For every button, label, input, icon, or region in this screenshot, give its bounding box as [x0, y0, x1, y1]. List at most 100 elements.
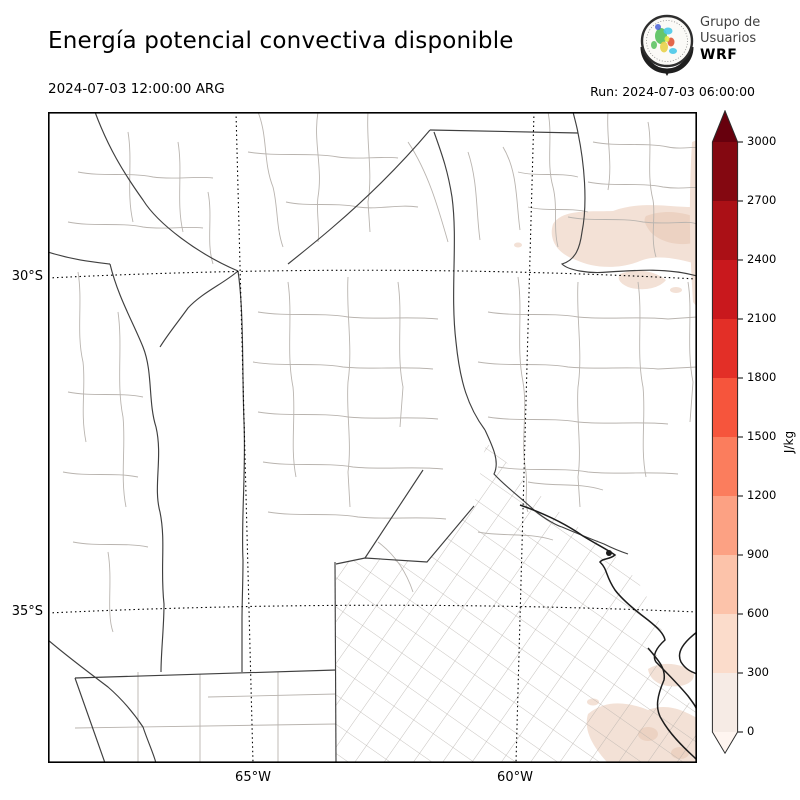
lat-label-30s: 30°S [11, 269, 43, 284]
department-boundary [257, 411, 439, 420]
department-boundary [177, 141, 184, 233]
colorbar-tick-label: 1200 [747, 488, 777, 502]
province-boundary [364, 469, 424, 559]
wrf-logo-text: Grupo de Usuarios WRF [700, 15, 760, 63]
department-boundary [502, 146, 521, 231]
figure-title: Energía potencial convectiva disponible [48, 28, 514, 54]
department-boundary [247, 151, 399, 159]
logo-inner-ring [646, 20, 688, 62]
lat-label-35s: 35°S [11, 604, 43, 619]
department-boundaries [62, 112, 697, 763]
province-boundary [560, 112, 697, 277]
department-boundary [397, 281, 404, 428]
map-canvas [48, 112, 697, 763]
department-boundary [367, 112, 371, 233]
department-boundary [207, 693, 337, 698]
department-boundary [285, 201, 419, 209]
department-boundary [74, 723, 337, 729]
colorbar-segment [712, 437, 738, 496]
colorbar: 3000 2700 2400 2100 1800 1500 1200 900 600 300 0 J… [711, 110, 800, 780]
department-boundary [637, 281, 647, 478]
department-boundary [377, 541, 414, 593]
department-boundary [477, 531, 554, 541]
colorbar-tick-label: 2400 [747, 252, 777, 266]
department-boundary [477, 361, 697, 370]
logo-weather-blobs [651, 24, 677, 54]
department-boundary [517, 171, 579, 178]
colorbar-segment [712, 496, 738, 555]
gridline-30s [48, 269, 697, 280]
department-boundary [567, 216, 697, 225]
department-boundary [347, 276, 351, 508]
department-boundary [487, 416, 669, 425]
colorbar-segment [712, 614, 738, 673]
department-boundary [527, 481, 604, 491]
coastline [519, 504, 697, 761]
department-boundary [117, 311, 127, 508]
logo-line-3: WRF [700, 47, 738, 63]
logo-line-1: Grupo de [700, 15, 761, 30]
colorbar-tick-label: 1500 [747, 429, 777, 443]
colorbar-tick-label: 2700 [747, 193, 777, 207]
wrf-logo-emblem [640, 14, 694, 76]
colorbar-segment [712, 378, 738, 437]
province-boundary [74, 677, 106, 763]
lon-label-65w: 65°W [235, 770, 271, 785]
department-boundary [527, 206, 589, 213]
province-boundary [48, 251, 111, 265]
province-boundary [237, 270, 246, 672]
colorbar-tick-label: 3000 [747, 134, 777, 148]
logo-wreath-tail [663, 69, 671, 76]
gridline-35s [48, 604, 697, 614]
department-boundary [487, 311, 697, 320]
department-boundary [72, 541, 149, 548]
cape-shaded-area [563, 249, 573, 255]
province-boundary [159, 270, 239, 348]
department-boundary [262, 461, 444, 470]
province-boundary [429, 129, 579, 134]
colorbar-tick-label: 2100 [747, 311, 777, 325]
department-boundary [257, 311, 439, 320]
province-boundary [109, 263, 165, 673]
colorbar-tick-label: 600 [747, 606, 769, 620]
lon-label-60w: 60°W [497, 770, 533, 785]
colorbar-tick-label: 1800 [747, 370, 777, 384]
colorbar-extend-over [712, 110, 738, 142]
colorbar-segment [712, 201, 738, 260]
gridline-65w [235, 112, 254, 763]
department-boundary [316, 112, 320, 243]
buenos-aires-city-mark [606, 550, 612, 556]
department-boundary [77, 271, 87, 443]
department-boundary [67, 391, 144, 398]
colorbar-tick-label: 300 [747, 665, 769, 679]
department-boundary [687, 281, 694, 423]
cape-shaded-area [670, 287, 682, 293]
department-boundary [127, 131, 134, 223]
department-boundary [252, 361, 434, 370]
colorbar-tick-label: 0 [747, 724, 755, 738]
province-boundary [335, 505, 475, 565]
graticule [48, 112, 697, 763]
department-boundary [647, 121, 657, 258]
department-boundary [62, 471, 139, 478]
map-panel [48, 112, 697, 763]
province-boundary [433, 131, 486, 431]
province-boundary [287, 129, 431, 265]
province-boundary [48, 639, 157, 763]
cape-shaded-area [514, 242, 522, 248]
valid-time-label: 2024-07-03 12:00:00 ARG [48, 81, 225, 97]
logo-line-2: Usuarios [700, 31, 757, 46]
cape-shaded-area [618, 270, 666, 290]
department-boundary [267, 511, 447, 520]
department-boundary [67, 221, 204, 229]
department-boundary [607, 112, 611, 191]
province-boundaries [48, 112, 697, 763]
colorbar-segment [712, 673, 738, 732]
province-boundary [334, 561, 337, 763]
buenos-aires-department-quilt [336, 442, 697, 763]
colorbar-extend-under [712, 732, 738, 754]
wrf-users-group-logo: Grupo de Usuarios WRF [637, 9, 797, 79]
colorbar-segment [712, 142, 738, 201]
colorbar-tick-marks [737, 141, 743, 733]
